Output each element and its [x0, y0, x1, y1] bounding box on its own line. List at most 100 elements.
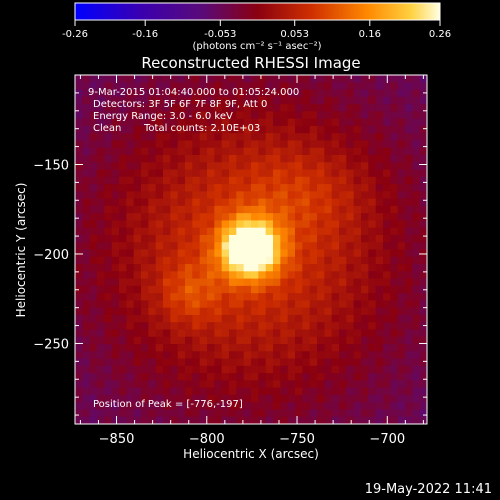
heatmap-cell: [339, 307, 347, 316]
heatmap-cell: [419, 205, 427, 214]
heatmap-cell: [177, 344, 186, 352]
heatmap-cell: [295, 205, 303, 214]
heatmap-cell: [221, 394, 230, 403]
heatmap-cell: [192, 205, 201, 214]
heatmap-cell: [236, 373, 245, 381]
heatmap-cell: [265, 118, 274, 127]
heatmap-cell: [163, 154, 171, 163]
heatmap-cell: [89, 300, 98, 309]
heatmap-cell: [324, 162, 333, 170]
heatmap-cell: [119, 409, 127, 418]
heatmap-cell: [273, 373, 281, 381]
heatmap-cell: [199, 394, 208, 403]
heatmap-cell: [243, 271, 252, 279]
heatmap-cell: [163, 89, 171, 98]
heatmap-cell: [199, 387, 208, 396]
heatmap-cell: [375, 351, 384, 359]
heatmap-cell: [148, 82, 157, 90]
heatmap-cell: [280, 184, 289, 192]
heatmap-cell: [89, 162, 98, 170]
heatmap-cell: [163, 234, 171, 243]
heatmap-cell: [346, 169, 355, 178]
heatmap-cell: [89, 191, 98, 199]
heatmap-cell: [199, 409, 208, 418]
heatmap-cell: [412, 329, 421, 338]
heatmap-cell: [390, 256, 399, 265]
heatmap-cell: [119, 89, 127, 98]
heatmap-cell: [75, 394, 83, 403]
heatmap-cell: [243, 125, 252, 134]
heatmap-cell: [119, 125, 127, 134]
heatmap-cell: [141, 82, 149, 90]
heatmap-cell: [412, 409, 421, 418]
heatmap-cell: [346, 154, 355, 163]
heatmap-cell: [390, 336, 399, 345]
heatmap-cell: [280, 285, 289, 294]
heatmap-cell: [309, 198, 318, 207]
heatmap-cell: [185, 89, 193, 98]
heatmap-cell: [148, 118, 157, 127]
heatmap-cell: [104, 118, 113, 127]
heatmap-cell: [251, 111, 259, 120]
heatmap-cell: [368, 380, 377, 389]
heatmap-cell: [199, 140, 208, 149]
heatmap-cell: [258, 198, 267, 207]
heatmap-cell: [419, 271, 427, 279]
heatmap-cell: [229, 96, 237, 105]
heatmap-cell: [368, 285, 377, 294]
heatmap-cell: [185, 314, 193, 323]
heatmap-cell: [302, 365, 311, 374]
heatmap-cell: [221, 365, 230, 374]
heatmap-cell: [265, 329, 274, 338]
heatmap-cell: [177, 176, 186, 185]
heatmap-cell: [170, 104, 179, 112]
heatmap-cell: [419, 147, 427, 156]
heatmap-cell: [97, 271, 105, 279]
heatmap-cell: [324, 169, 333, 178]
heatmap-cell: [339, 82, 347, 90]
heatmap-cell: [141, 380, 149, 389]
heatmap-cell: [104, 89, 113, 98]
heatmap-cell: [207, 125, 215, 134]
heatmap-cell: [368, 118, 377, 127]
heatmap-cell: [119, 249, 127, 258]
heatmap-cell: [119, 242, 127, 250]
heatmap-cell: [119, 176, 127, 185]
heatmap-cell: [258, 82, 267, 90]
heatmap-cell: [280, 242, 289, 250]
heatmap-cell: [170, 227, 179, 236]
heatmap-cell: [229, 140, 237, 149]
heatmap-cell: [251, 118, 259, 127]
heatmap-cell: [251, 147, 259, 156]
heatmap-cell: [126, 351, 135, 359]
heatmap-cell: [346, 409, 355, 418]
heatmap-cell: [295, 89, 303, 98]
heatmap-cell: [97, 89, 105, 98]
heatmap-cell: [405, 118, 413, 127]
heatmap-cell: [353, 387, 362, 396]
heatmap-cell: [199, 147, 208, 156]
heatmap-cell: [397, 402, 406, 410]
heatmap-cell: [199, 213, 208, 221]
heatmap-cell: [192, 307, 201, 316]
heatmap-cell: [412, 104, 421, 112]
heatmap-cell: [155, 133, 164, 141]
heatmap-cell: [353, 220, 362, 229]
heatmap-cell: [104, 314, 113, 323]
heatmap-cell: [309, 133, 318, 141]
heatmap-cell: [331, 198, 340, 207]
heatmap-cell: [236, 256, 245, 265]
info-energy: Energy Range: 3.0 - 6.0 keV: [93, 111, 233, 122]
heatmap-cell: [133, 234, 142, 243]
heatmap-cell: [317, 191, 325, 199]
heatmap-cell: [75, 104, 83, 112]
heatmap-cell: [390, 162, 399, 170]
heatmap-cell: [163, 322, 171, 330]
heatmap-cell: [273, 205, 281, 214]
heatmap-cell: [126, 380, 135, 389]
info-detectors: Detectors: 3F 5F 6F 7F 8F 9F, Att 0: [93, 99, 267, 110]
heatmap-cell: [265, 373, 274, 381]
heatmap-cell: [273, 234, 281, 243]
heatmap-cell: [82, 394, 91, 403]
heatmap-cell: [170, 176, 179, 185]
